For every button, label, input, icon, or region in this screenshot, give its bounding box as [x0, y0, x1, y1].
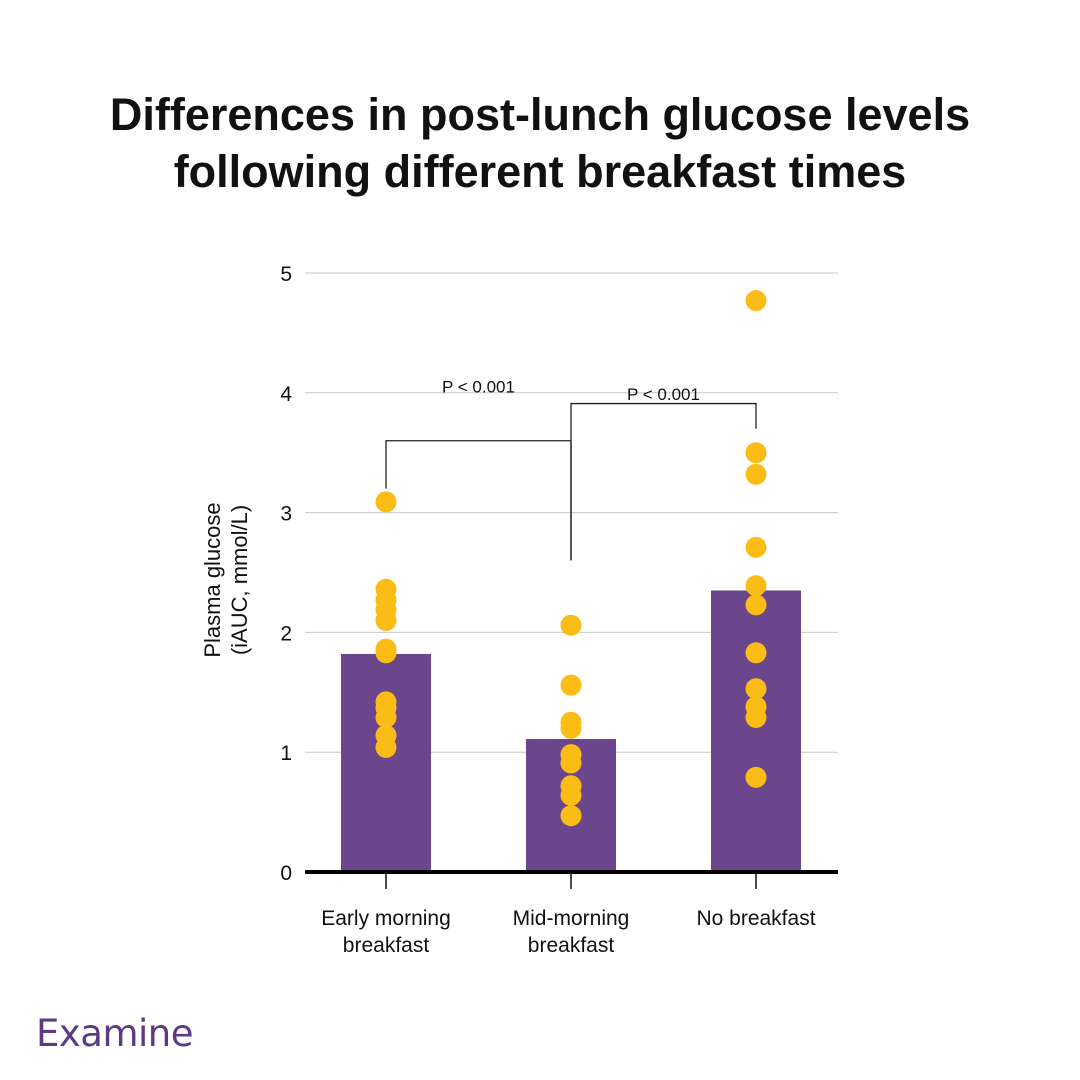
data-point — [745, 463, 767, 485]
data-point — [375, 609, 397, 631]
data-point — [560, 614, 582, 636]
chart-title-line-2: following different breakfast times — [173, 146, 907, 197]
chart-title: Differences in post-lunch glucose levels… — [40, 86, 1040, 200]
y-tick-label: 3 — [280, 503, 292, 526]
x-tick-label: No breakfast — [696, 907, 815, 930]
data-point — [745, 442, 767, 464]
x-tick-label-line: breakfast — [343, 934, 430, 957]
y-axis-title: Plasma glucose(iAUC, mmol/L) — [200, 502, 252, 657]
y-axis-title-line: (iAUC, mmol/L) — [227, 505, 252, 655]
data-point — [375, 706, 397, 728]
data-point — [745, 536, 767, 558]
data-point — [745, 706, 767, 728]
data-point — [560, 805, 582, 827]
bars — [341, 590, 801, 872]
x-tick-label-line: Mid-morning — [513, 907, 630, 930]
data-point — [560, 752, 582, 774]
y-axis-title-line: Plasma glucose — [200, 502, 225, 657]
data-points — [375, 290, 767, 827]
significance-bracket — [385, 440, 572, 561]
y-tick-label: 1 — [280, 742, 292, 765]
data-point — [745, 642, 767, 664]
data-point — [375, 736, 397, 758]
data-point — [375, 642, 397, 664]
data-point — [560, 784, 582, 806]
significance-label: P < 0.001 — [442, 378, 515, 397]
y-tick-label: 5 — [280, 263, 292, 286]
y-tick-label: 4 — [280, 383, 292, 406]
x-tick-label: Early morning breakfast — [321, 907, 451, 957]
significance-label: P < 0.001 — [627, 385, 700, 404]
examine-logo[interactable]: Examine — [36, 1012, 193, 1055]
data-point — [745, 594, 767, 616]
data-point — [745, 290, 767, 312]
data-point — [745, 766, 767, 788]
x-tick-label-line: Early morning — [321, 907, 451, 930]
x-tick-label-line: breakfast — [528, 934, 615, 957]
data-point — [745, 678, 767, 700]
x-tick-label: Mid-morning breakfast — [513, 907, 630, 957]
axes: 0 1 2 3 4 5 Plasma glucose(iAUC, mmol/L) Early … — [200, 263, 838, 957]
x-tick-label-line: No breakfast — [696, 907, 815, 930]
significance-brackets: P < 0.001 P < 0.001 — [385, 378, 757, 561]
chart-title-line-1: Differences in post-lunch glucose levels — [109, 89, 971, 140]
data-point — [375, 491, 397, 513]
y-tick-label: 2 — [280, 622, 292, 645]
data-point — [745, 575, 767, 597]
significance-bracket — [570, 402, 757, 561]
bar — [341, 653, 431, 872]
data-point — [560, 717, 582, 739]
bar — [711, 590, 801, 872]
data-point — [560, 674, 582, 696]
y-tick-label: 0 — [280, 862, 292, 885]
